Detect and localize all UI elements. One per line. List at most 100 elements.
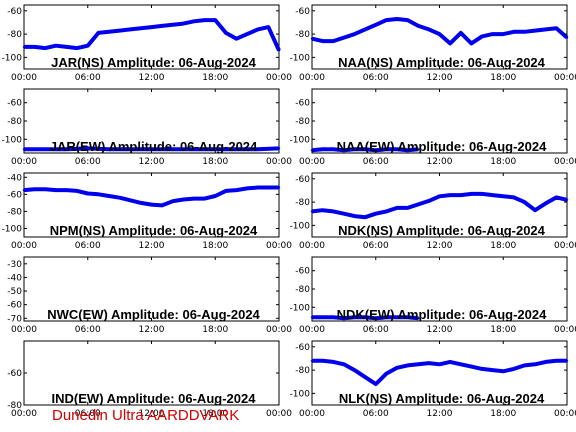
data-point — [192, 20, 196, 23]
data-point — [256, 148, 259, 151]
data-point — [245, 187, 249, 190]
data-point — [395, 316, 399, 319]
data-point — [406, 316, 409, 319]
panel-title: NDK(EW) Amplitude: 06-Aug-2024 — [337, 307, 547, 322]
axes-frame — [311, 256, 568, 322]
data-point — [44, 148, 47, 151]
x-tick-label: 00:00 — [554, 325, 576, 335]
axes-frame — [311, 172, 568, 238]
data-point — [129, 148, 132, 151]
data-point — [544, 360, 547, 364]
data-point — [245, 32, 249, 36]
panel-title: NAA(NS) Amplitude: 06-Aug-2024 — [338, 55, 546, 70]
data-point — [332, 210, 335, 213]
data-point — [256, 28, 259, 31]
data-point — [448, 360, 452, 364]
data-point — [512, 367, 516, 371]
panel-1: -100 -80 -60 00:00 06:00 12:00 18:00 00:00 JAR(N… — [2, 4, 292, 83]
x-tick-label: 06:00 — [75, 157, 101, 167]
data-point — [192, 148, 196, 151]
x-tick-label: 18:00 — [490, 241, 516, 251]
y-tick-label: -100 — [290, 389, 311, 399]
y-tick-label: -60 — [295, 7, 310, 17]
x-tick-label: 18:00 — [202, 73, 228, 83]
data-point — [97, 193, 100, 196]
panel-8: -100 -80 -60 00:00 06:00 12:00 18:00 00:00 NDK(E… — [290, 256, 576, 335]
data-point — [353, 368, 356, 372]
footer-credit: Dunedin Ultra AARDDVARK — [52, 407, 240, 424]
y-tick-label: -100 — [290, 135, 311, 145]
data-point — [459, 363, 462, 366]
y-tick-label: -100 — [290, 303, 311, 313]
panel-7: -70 -60 -50 -40 -30 00:00 06:00 12:00 18:00 00:00… — [7, 256, 292, 335]
data-point — [267, 25, 270, 29]
data-point — [427, 199, 431, 203]
x-tick-label: 18:00 — [490, 73, 516, 83]
data-point — [533, 29, 537, 32]
y-tick-label: -80 — [295, 366, 310, 376]
data-point — [192, 197, 196, 200]
data-point — [86, 192, 90, 195]
x-tick-label: 00:00 — [299, 241, 325, 251]
y-tick-label: -80 — [7, 30, 22, 40]
y-tick-label: -80 — [295, 30, 310, 40]
y-tick-label: -60 — [7, 369, 22, 379]
x-tick-label: 06:00 — [363, 241, 389, 251]
data-point — [267, 186, 270, 189]
y-tick-label: -80 — [295, 117, 310, 127]
data-point — [160, 24, 164, 28]
x-tick-label: 12:00 — [139, 409, 165, 419]
data-point — [150, 203, 153, 206]
data-point — [406, 206, 409, 210]
data-point — [342, 363, 346, 366]
data-point — [321, 39, 324, 43]
data-point — [171, 200, 174, 203]
data-point — [374, 382, 377, 386]
data-point — [310, 359, 314, 362]
data-point — [565, 36, 569, 39]
data-point — [214, 18, 217, 22]
data-point — [427, 28, 431, 31]
data-point — [395, 206, 399, 210]
x-tick-label: 00:00 — [554, 409, 576, 419]
panel-2: -100 -80 -60 00:00 06:00 12:00 18:00 00:00 NAA(N… — [290, 4, 576, 83]
x-tick-label: 00:00 — [554, 73, 576, 83]
data-point — [395, 148, 399, 151]
data-point — [342, 36, 346, 39]
data-point — [182, 22, 185, 25]
data-point — [491, 368, 494, 372]
data-point — [321, 148, 324, 151]
data-point — [470, 42, 473, 45]
data-point — [54, 188, 58, 192]
data-point — [470, 365, 473, 368]
y-tick-label: -60 — [7, 301, 22, 311]
axes-frame — [311, 4, 568, 70]
data-point — [44, 46, 47, 50]
data-point — [395, 17, 399, 21]
data-point — [555, 27, 558, 30]
data-point — [342, 149, 346, 152]
data-point — [129, 199, 132, 202]
data-point — [417, 363, 420, 366]
data-point — [523, 30, 526, 33]
data-point — [277, 147, 281, 150]
x-tick-label: 18:00 — [202, 241, 228, 251]
data-point — [171, 23, 174, 26]
data-point — [277, 186, 281, 189]
data-point — [150, 148, 153, 151]
x-tick-label: 00:00 — [11, 325, 37, 335]
data-point — [332, 39, 335, 43]
data-point — [417, 203, 420, 206]
y-tick-label: -80 — [7, 117, 22, 127]
data-point — [555, 196, 558, 199]
x-tick-label: 12:00 — [139, 241, 165, 251]
data-point — [385, 18, 388, 22]
y-tick-label: -80 — [295, 198, 310, 208]
x-tick-label: 06:00 — [363, 73, 389, 83]
data-point — [107, 30, 111, 33]
panel-title: NPM(NS) Amplitude: 06-Aug-2024 — [50, 223, 258, 238]
data-point — [65, 45, 68, 49]
data-point — [97, 31, 100, 35]
data-point — [555, 359, 558, 362]
data-point — [480, 192, 484, 196]
